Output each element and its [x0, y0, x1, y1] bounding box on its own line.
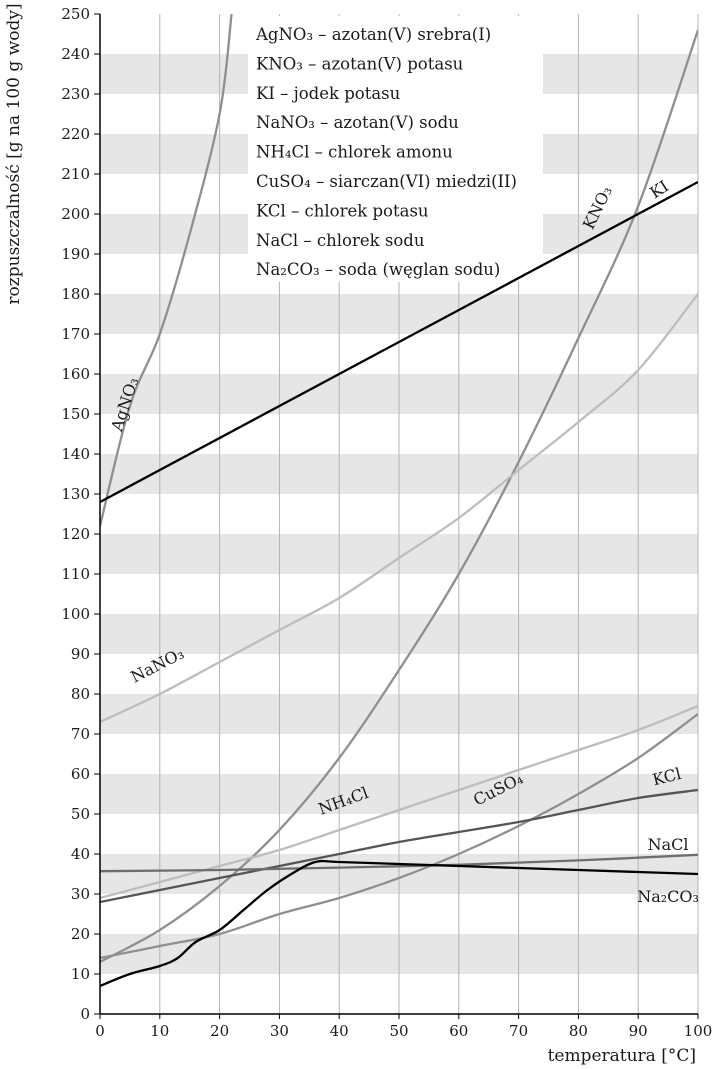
curve-kno3 — [100, 29, 698, 964]
y-tick-label: 80 — [71, 685, 90, 703]
curve-label-nacl: NaCl — [648, 835, 689, 854]
y-tick-label: 150 — [61, 405, 90, 423]
y-tick-label: 190 — [61, 245, 90, 263]
legend-item: NH₄Cl – chlorek amonu — [256, 143, 453, 162]
y-tick-label: 100 — [61, 605, 90, 623]
solubility-curves — [100, 14, 698, 988]
x-tick-label: 100 — [684, 1022, 712, 1040]
curve-nacl — [100, 853, 698, 873]
y-tick-label: 180 — [61, 285, 90, 303]
legend-item: KNO₃ – azotan(V) potasu — [256, 54, 464, 73]
y-tick-label: 60 — [71, 765, 90, 783]
y-tick-label: 140 — [61, 445, 90, 463]
y-tick-label: 210 — [61, 165, 90, 183]
y-tick-label: 20 — [71, 925, 90, 943]
y-tick-label: 90 — [71, 645, 90, 663]
y-axis-ticks: 0 10 20 30 40 50 60 70 80 90 100 110 120 130 140 150 160… — [61, 5, 100, 1023]
x-tick-label: 0 — [95, 1022, 105, 1040]
curve-kcl — [100, 788, 698, 904]
x-tick-label: 70 — [509, 1022, 528, 1040]
x-tick-label: 90 — [629, 1022, 648, 1040]
x-tick-label: 50 — [389, 1022, 408, 1040]
y-tick-label: 220 — [61, 125, 90, 143]
legend-item: KCl – chlorek potasu — [256, 201, 429, 220]
x-tick-label: 40 — [330, 1022, 349, 1040]
y-tick-label: 230 — [61, 85, 90, 103]
legend-item: NaCl – chlorek sodu — [256, 231, 425, 250]
x-tick-label: 80 — [569, 1022, 588, 1040]
legend-item: NaNO₃ – azotan(V) sodu — [256, 113, 459, 132]
legend-item: KI – jodek potasu — [256, 84, 401, 103]
legend-item: Na₂CO₃ – soda (węglan sodu) — [256, 260, 500, 279]
y-tick-label: 240 — [61, 45, 90, 63]
x-tick-label: 30 — [270, 1022, 289, 1040]
y-tick-label: 50 — [71, 805, 90, 823]
legend-items: AgNO₃ – azotan(V) srebra(I) KNO₃ – azotan… — [255, 25, 517, 279]
x-axis-title: temperatura [°C] — [548, 1046, 696, 1066]
x-tick-label: 20 — [210, 1022, 229, 1040]
y-tick-label: 30 — [71, 885, 90, 903]
legend-item: CuSO₄ – siarczan(VI) miedzi(II) — [256, 172, 517, 191]
y-tick-label: 170 — [61, 325, 90, 343]
y-axis-title: rozpuszczalność [g na 100 g wody] — [4, 3, 24, 304]
y-tick-label: 10 — [71, 965, 90, 983]
y-tick-label: 200 — [61, 205, 90, 223]
curve-agno3 — [100, 14, 233, 527]
y-tick-label: 250 — [61, 5, 90, 23]
y-tick-label: 0 — [80, 1005, 90, 1023]
legend-item: AgNO₃ – azotan(V) srebra(I) — [255, 25, 491, 44]
axes: 0 10 20 30 40 50 60 70 80 90 100 0 10 20 30 40 50 60 70 80… — [4, 3, 712, 1066]
y-tick-label: 110 — [61, 565, 90, 583]
curve-na2co3 — [100, 859, 698, 988]
legend-background — [248, 16, 543, 282]
x-axis-ticks: 0 10 20 30 40 50 60 70 80 90 100 — [95, 1014, 712, 1040]
curve-nano3 — [100, 293, 698, 724]
curve-ki — [100, 180, 698, 504]
legend: AgNO₃ – azotan(V) srebra(I) KNO₃ – azotan… — [248, 16, 543, 282]
curve-label-na2co3: Na₂CO₃ — [637, 887, 699, 906]
y-tick-label: 130 — [61, 485, 90, 503]
y-tick-label: 70 — [71, 725, 90, 743]
y-tick-label: 120 — [61, 525, 90, 543]
x-tick-label: 10 — [150, 1022, 169, 1040]
y-tick-label: 160 — [61, 365, 90, 383]
y-tick-label: 40 — [71, 845, 90, 863]
x-tick-label: 60 — [449, 1022, 468, 1040]
